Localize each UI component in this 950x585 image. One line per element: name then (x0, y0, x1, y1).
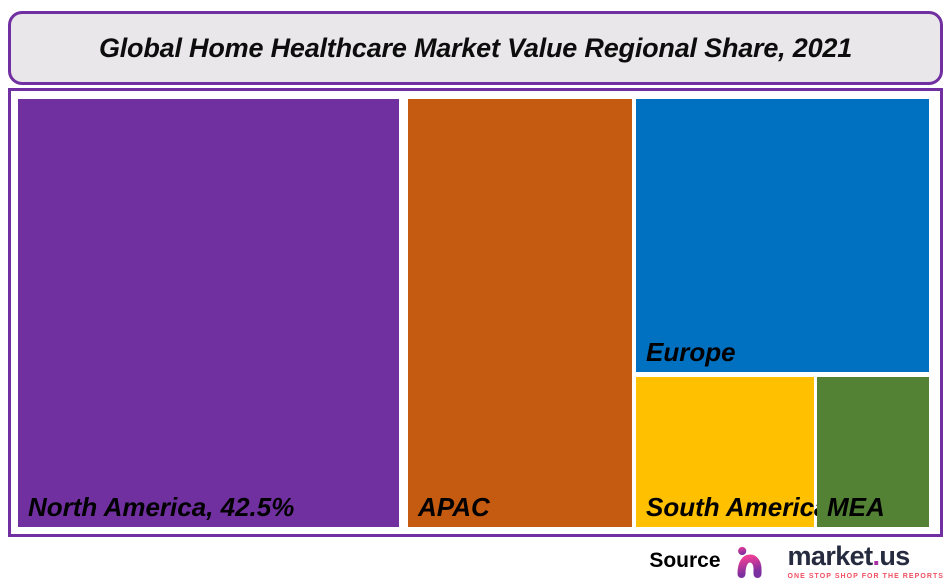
logo-wordmark-prefix: market (787, 540, 874, 571)
treemap-panel: North America, 42.5% APAC Europe South A… (8, 88, 943, 537)
chart-title: Global Home Healthcare Market Value Regi… (98, 32, 853, 63)
logo-wordmark-dot: . (872, 540, 880, 571)
market-us-pulse-icon (737, 546, 781, 578)
chart-title-box: Global Home Healthcare Market Value Regi… (8, 11, 943, 85)
logo-wordmark: market.us (787, 540, 944, 571)
treemap-cell-mea: MEA (817, 377, 929, 527)
treemap-label-europe: Europe (646, 337, 736, 368)
treemap-cell-south-america: South America (636, 377, 829, 527)
treemap-label-north-america: North America, 42.5% (28, 492, 295, 523)
treemap-label-south-america: South America (646, 492, 829, 523)
source-label: Source (649, 549, 721, 572)
treemap-cell-apac: APAC (408, 99, 632, 527)
treemap-label-mea: MEA (827, 492, 885, 523)
market-us-logo: market.us ONE STOP SHOP FOR THE REPORTS (737, 539, 944, 583)
logo-tagline: ONE STOP SHOP FOR THE REPORTS (787, 572, 944, 580)
source-attribution: Source market.us ONE STOP SHOP FOR (649, 539, 944, 583)
logo-text-column: market.us ONE STOP SHOP FOR THE REPORTS (787, 540, 944, 580)
treemap-cell-north-america: North America, 42.5% (18, 99, 399, 527)
treemap-label-apac: APAC (418, 492, 490, 523)
logo-wordmark-suffix: us (879, 540, 910, 571)
treemap-cell-europe: Europe (636, 99, 929, 372)
